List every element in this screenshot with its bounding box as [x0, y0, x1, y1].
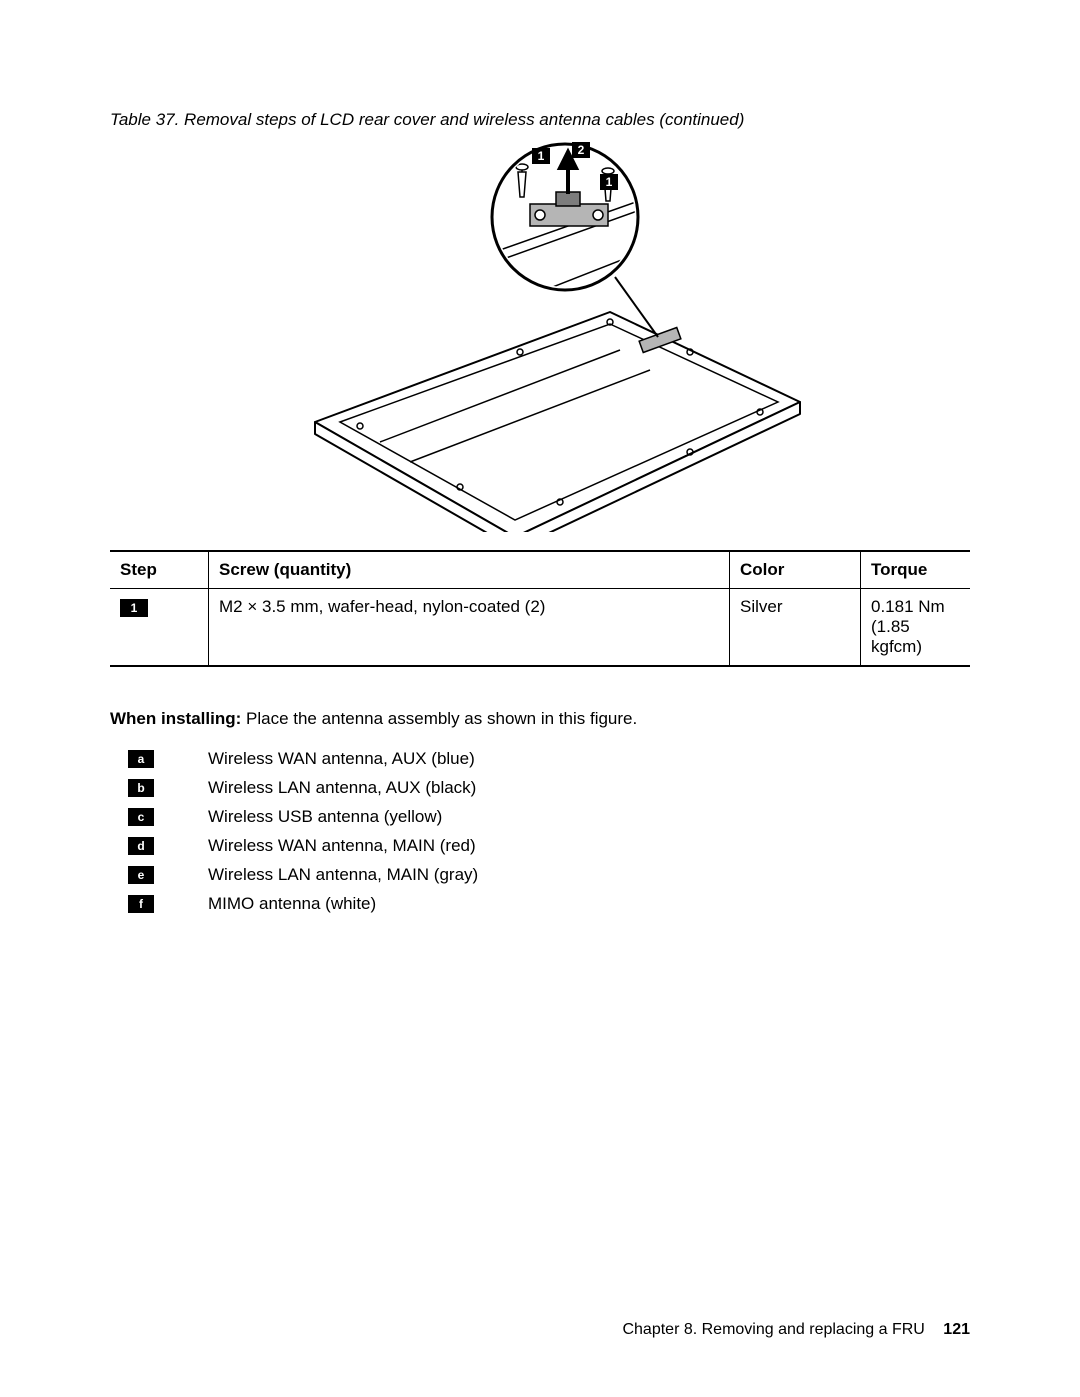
antenna-item: b Wireless LAN antenna, AUX (black) — [128, 778, 970, 798]
torque-line1: 0.181 Nm — [871, 597, 945, 616]
diagram-callout-1-left: 1 — [532, 148, 550, 164]
antenna-item: f MIMO antenna (white) — [128, 894, 970, 914]
cell-color: Silver — [730, 589, 861, 667]
antenna-item: d Wireless WAN antenna, MAIN (red) — [128, 836, 970, 856]
install-note-text: Place the antenna assembly as shown in t… — [241, 709, 637, 728]
antenna-item: c Wireless USB antenna (yellow) — [128, 807, 970, 827]
page-footer: Chapter 8. Removing and replacing a FRU … — [622, 1321, 970, 1339]
cell-torque: 0.181 Nm (1.85 kgfcm) — [861, 589, 971, 667]
antenna-badge-f: f — [128, 895, 154, 913]
antenna-badge-e: e — [128, 866, 154, 884]
antenna-badge-a: a — [128, 750, 154, 768]
svg-text:1: 1 — [538, 149, 545, 163]
svg-text:1: 1 — [606, 175, 613, 189]
antenna-badge-b: b — [128, 779, 154, 797]
svg-text:2: 2 — [578, 143, 585, 157]
antenna-desc: Wireless WAN antenna, MAIN (red) — [208, 836, 476, 856]
spec-table: Step Screw (quantity) Color Torque 1 M2 … — [110, 550, 970, 667]
antenna-badge-d: d — [128, 837, 154, 855]
footer-chapter: Chapter 8. Removing and replacing a FRU — [622, 1321, 924, 1338]
antenna-desc: MIMO antenna (white) — [208, 894, 376, 914]
header-screw: Screw (quantity) — [209, 551, 730, 589]
diagram-callout-2: 2 — [572, 142, 590, 158]
header-step: Step — [110, 551, 209, 589]
antenna-list: a Wireless WAN antenna, AUX (blue) b Wir… — [110, 749, 970, 914]
diagram-svg: 1 2 1 — [260, 142, 820, 532]
antenna-desc: Wireless LAN antenna, MAIN (gray) — [208, 865, 478, 885]
cell-step: 1 — [110, 589, 209, 667]
technical-diagram: 1 2 1 — [110, 142, 970, 532]
document-page: Table 37. Removal steps of LCD rear cove… — [0, 0, 1080, 1397]
header-color: Color — [730, 551, 861, 589]
antenna-item: e Wireless LAN antenna, MAIN (gray) — [128, 865, 970, 885]
spec-row: 1 M2 × 3.5 mm, wafer-head, nylon-coated … — [110, 589, 970, 667]
step-badge: 1 — [120, 599, 148, 617]
header-torque: Torque — [861, 551, 971, 589]
install-note: When installing: Place the antenna assem… — [110, 709, 970, 729]
install-note-label: When installing: — [110, 709, 241, 728]
antenna-desc: Wireless LAN antenna, AUX (black) — [208, 778, 476, 798]
cell-screw: M2 × 3.5 mm, wafer-head, nylon-coated (2… — [209, 589, 730, 667]
antenna-badge-c: c — [128, 808, 154, 826]
diagram-callout-1-right: 1 — [600, 174, 618, 190]
table-caption: Table 37. Removal steps of LCD rear cove… — [110, 110, 970, 130]
antenna-desc: Wireless WAN antenna, AUX (blue) — [208, 749, 475, 769]
spec-header-row: Step Screw (quantity) Color Torque — [110, 551, 970, 589]
antenna-item: a Wireless WAN antenna, AUX (blue) — [128, 749, 970, 769]
footer-page-number: 121 — [943, 1321, 970, 1338]
antenna-desc: Wireless USB antenna (yellow) — [208, 807, 442, 827]
torque-line2: (1.85 kgfcm) — [871, 617, 922, 656]
